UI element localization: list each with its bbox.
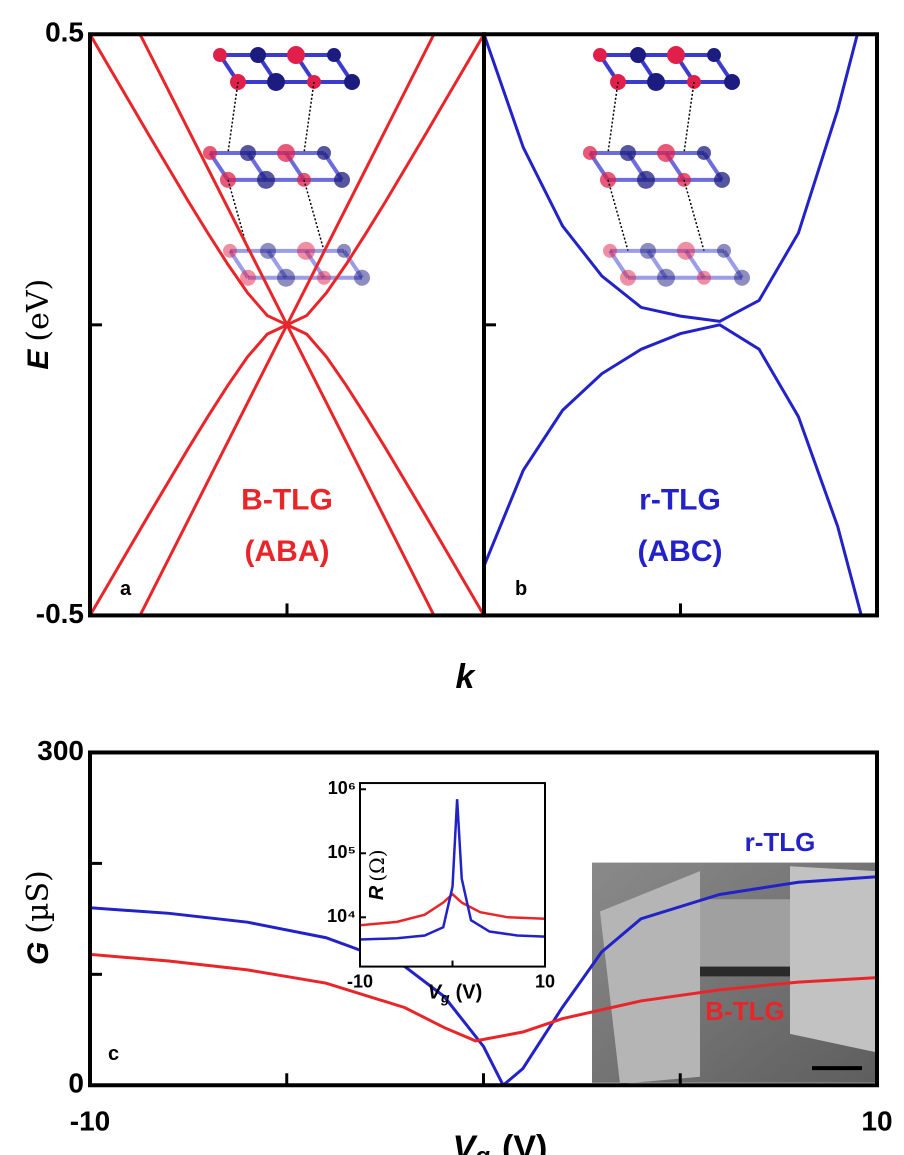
atom	[697, 146, 711, 160]
y-axis-symbol: R	[366, 885, 388, 900]
atom	[344, 74, 360, 90]
sem-channel-edge	[700, 967, 790, 977]
atom	[657, 144, 675, 162]
panel-label: b	[515, 578, 527, 600]
x-axis-label: k	[456, 658, 477, 696]
annotation: (ABC)	[638, 535, 723, 568]
y-tick-label: 10⁴	[327, 906, 356, 926]
atom	[213, 48, 227, 62]
atom	[734, 270, 750, 286]
x-axis-unit: (V)	[456, 982, 483, 1004]
lattice-illustration	[583, 46, 750, 287]
atom	[317, 271, 331, 285]
atom	[637, 171, 655, 189]
series-label: B-TLG	[705, 996, 784, 1026]
atom	[657, 269, 675, 287]
y-tick-label: -0.5	[36, 598, 84, 629]
atom	[647, 73, 665, 91]
y-tick-label: 0	[68, 1068, 84, 1099]
atom	[640, 243, 656, 259]
y-tick-label: 10⁵	[328, 842, 356, 862]
x-axis-unit: (V)	[502, 1129, 547, 1155]
atom	[260, 243, 276, 259]
x-axis-label: Vg(V)	[453, 1129, 548, 1155]
atom	[583, 146, 597, 160]
sem-image	[592, 863, 876, 1084]
x-axis-subscript: g	[440, 989, 450, 1005]
x-tick-label: 10	[861, 1106, 892, 1137]
stacking-line	[608, 180, 628, 251]
y-axis-label: R (Ω)	[365, 849, 389, 900]
panel-label: a	[120, 578, 132, 600]
atom	[707, 48, 721, 62]
atom	[630, 47, 646, 63]
atom	[620, 270, 636, 286]
y-axis-unit: (µS)	[21, 870, 56, 933]
plot-frame	[484, 34, 877, 615]
y-axis-unit: (eV)	[21, 279, 56, 342]
atom	[724, 74, 740, 90]
x-axis-label: Vg(V)	[428, 982, 483, 1005]
atom	[697, 271, 711, 285]
atom	[297, 242, 315, 260]
atom	[203, 146, 217, 160]
stacking-line	[684, 180, 704, 251]
x-tick-label: -10	[70, 1106, 110, 1137]
atom	[257, 171, 275, 189]
annotation: B-TLG	[241, 484, 333, 517]
atom	[287, 46, 305, 64]
atom	[327, 48, 341, 62]
atom	[354, 270, 370, 286]
atom	[277, 269, 295, 287]
y-tick-label: 0.5	[45, 17, 84, 48]
y-axis-symbol: E	[22, 349, 55, 370]
figure: -0.5 0.5 a B-TLG (ABA) k E (eV) b r-TLG (ABC) 0 300 -…	[0, 0, 904, 1155]
atom	[267, 73, 285, 91]
page: {"chart_data": [ {"type": "line", "panel…	[0, 0, 904, 1155]
x-tick-label: -10	[347, 971, 373, 991]
stacking-line	[304, 180, 324, 251]
atom	[620, 145, 636, 161]
data-line	[484, 325, 861, 616]
stacking-line	[228, 82, 238, 153]
atom	[223, 244, 237, 258]
stacking-line	[608, 82, 618, 153]
y-axis-label: G (µS)	[21, 870, 56, 965]
atom	[334, 172, 350, 188]
atom	[277, 144, 295, 162]
series-label: r-TLG	[745, 827, 816, 857]
lattice-illustration	[203, 46, 370, 287]
atom	[677, 242, 695, 260]
x-axis-subscript: g	[474, 1143, 490, 1155]
sem-electrode	[790, 866, 876, 1052]
y-tick-label: 300	[37, 735, 84, 766]
atom	[337, 244, 351, 258]
y-axis-label: E (eV)	[21, 279, 56, 370]
atom	[317, 146, 331, 160]
sem-channel	[700, 899, 790, 972]
atom	[250, 47, 266, 63]
stacking-line	[304, 82, 314, 153]
y-axis-unit: (Ω)	[365, 849, 389, 881]
y-tick-label: 10⁶	[328, 778, 356, 798]
annotation: r-TLG	[639, 484, 721, 517]
annotation: (ABA)	[245, 535, 330, 568]
atom	[717, 244, 731, 258]
stacking-line	[684, 82, 694, 153]
panel-label: c	[108, 1043, 119, 1065]
x-axis-symbol: k	[456, 658, 477, 696]
atom	[603, 244, 617, 258]
atom	[240, 145, 256, 161]
x-tick-label: 10	[535, 971, 555, 991]
atom	[714, 172, 730, 188]
atom	[593, 48, 607, 62]
y-axis-symbol: G	[22, 942, 55, 965]
atom	[667, 46, 685, 64]
data-line	[90, 325, 484, 616]
